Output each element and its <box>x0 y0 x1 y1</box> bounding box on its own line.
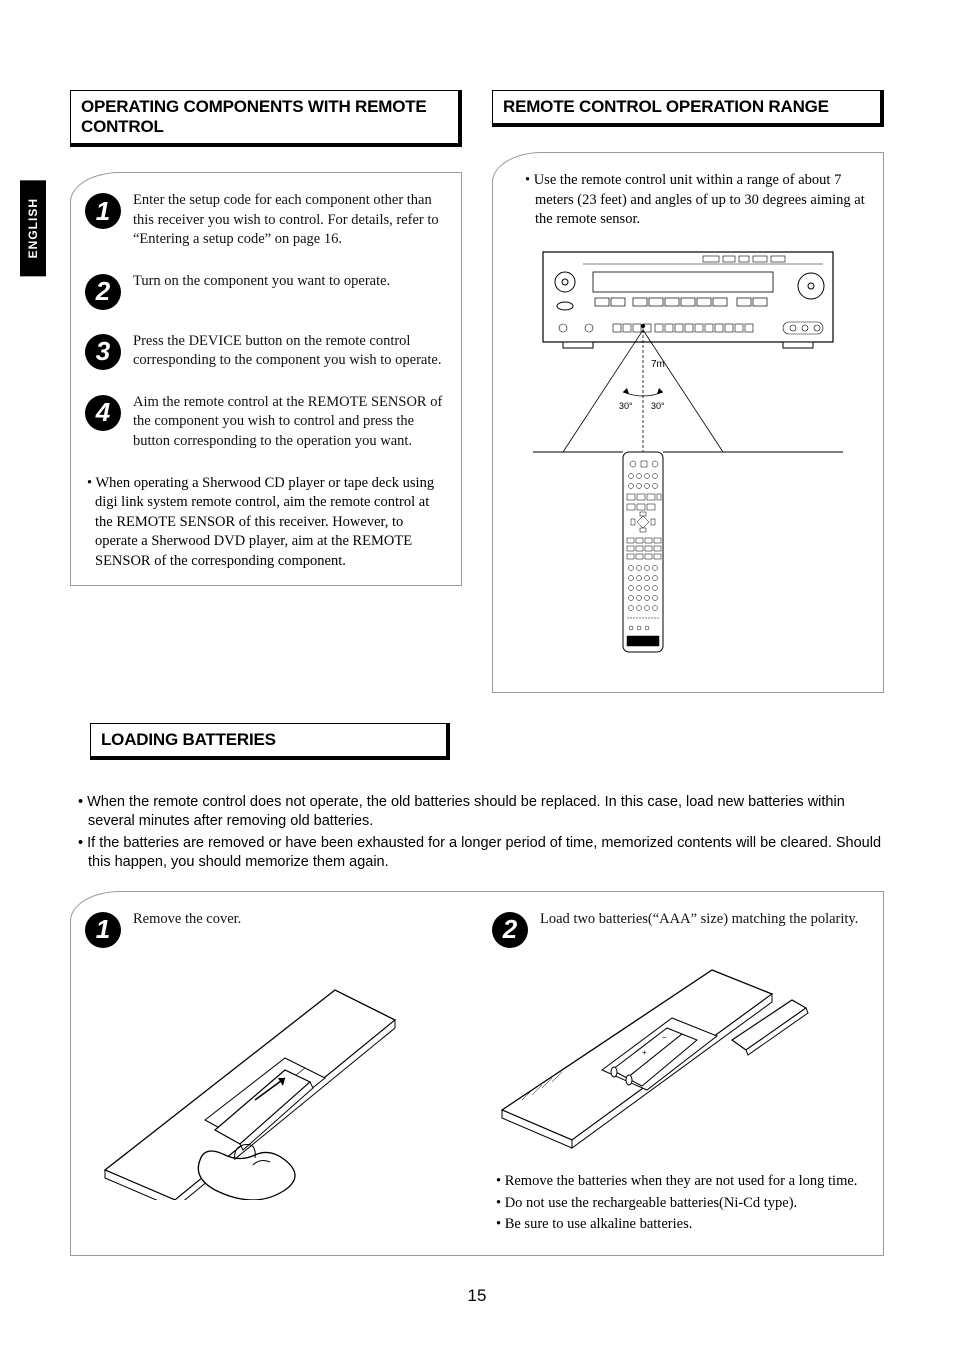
battery-notes: When the remote control does not operate… <box>70 793 884 873</box>
range-box: Use the remote control unit within a ran… <box>492 152 884 693</box>
range-text: Use the remote control unit within a ran… <box>507 171 869 230</box>
remove-cover-diagram <box>85 960 405 1200</box>
step-2: 2 Turn on the component you want to oper… <box>85 272 447 310</box>
battery-sub-bullets: Remove the batteries when they are not u… <box>492 1172 869 1237</box>
battery-note-1: When the remote control does not operate… <box>70 793 884 832</box>
step-text-4: Aim the remote control at the REMOTE SEN… <box>133 393 447 452</box>
battery-note-2: If the batteries are removed or have bee… <box>70 834 884 873</box>
step-4: 4 Aim the remote control at the REMOTE S… <box>85 393 447 452</box>
page-number: 15 <box>70 1286 884 1306</box>
operating-note: When operating a Sherwood CD player or t… <box>85 474 447 572</box>
operating-steps-box: 1 Enter the setup code for each componen… <box>70 172 462 586</box>
step-1: 1 Enter the setup code for each componen… <box>85 191 447 250</box>
sub-bullet-2: Do not use the rechargeable batteries(Ni… <box>492 1194 869 1214</box>
step-badge-1: 1 <box>85 193 121 229</box>
heading-batteries: LOADING BATTERIES <box>90 723 450 760</box>
heading-range: REMOTE CONTROL OPERATION RANGE <box>492 90 884 127</box>
step-badge-3: 3 <box>85 334 121 370</box>
step-badge-4: 4 <box>85 395 121 431</box>
battery-step-badge-2: 2 <box>492 912 528 948</box>
distance-label: 7m <box>651 359 665 370</box>
range-diagram: 7m 30° 30° <box>523 242 853 672</box>
heading-operating: OPERATING COMPONENTS WITH REMOTE CONTROL <box>70 90 462 147</box>
step-text-1: Enter the setup code for each component … <box>133 191 447 250</box>
battery-content-box: 1 Remove the cover. <box>70 891 884 1256</box>
battery-step-badge-1: 1 <box>85 912 121 948</box>
battery-step-text-1: Remove the cover. <box>133 910 241 930</box>
step-text-3: Press the DEVICE button on the remote co… <box>133 332 447 371</box>
step-badge-2: 2 <box>85 274 121 310</box>
svg-text:+: + <box>642 1048 647 1057</box>
language-tab: ENGLISH <box>20 180 46 276</box>
sub-bullet-3: Be sure to use alkaline batteries. <box>492 1215 869 1235</box>
step-3: 3 Press the DEVICE button on the remote … <box>85 332 447 371</box>
step-text-2: Turn on the component you want to operat… <box>133 272 390 292</box>
angle-right-label: 30° <box>651 401 665 411</box>
angle-left-label: 30° <box>619 401 633 411</box>
sub-bullet-1: Remove the batteries when they are not u… <box>492 1172 869 1192</box>
battery-step-text-2: Load two batteries(“AAA” size) matching … <box>540 910 858 930</box>
svg-text:−: − <box>662 1033 667 1042</box>
load-batteries-diagram: + − <box>492 960 812 1160</box>
